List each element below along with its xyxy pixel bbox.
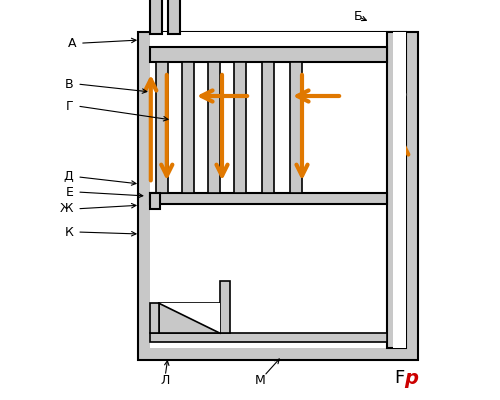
Bar	[387, 32, 406, 348]
Text: Л: Л	[160, 374, 170, 387]
Bar	[150, 32, 406, 348]
Text: Б: Б	[354, 10, 362, 22]
Bar	[208, 62, 220, 193]
Bar	[150, 193, 160, 209]
Text: А: А	[68, 37, 76, 50]
Bar	[393, 32, 406, 348]
Bar	[220, 281, 230, 333]
Text: Е: Е	[66, 186, 73, 198]
Bar	[156, 62, 168, 193]
Polygon shape	[159, 303, 220, 333]
Text: Ж: Ж	[60, 202, 73, 215]
Text: В: В	[64, 78, 73, 90]
Bar	[150, 333, 387, 342]
Bar	[182, 62, 194, 193]
Bar	[159, 303, 220, 333]
Bar	[150, 303, 159, 333]
Bar	[138, 32, 418, 360]
Text: p: p	[404, 369, 418, 388]
Bar	[150, 47, 387, 62]
Bar	[262, 62, 274, 193]
Text: Г: Г	[66, 100, 73, 112]
Bar	[234, 62, 246, 193]
Text: Д: Д	[64, 170, 73, 183]
Bar	[150, 0, 162, 34]
Bar	[150, 193, 387, 204]
Bar	[168, 0, 180, 34]
Text: F: F	[394, 369, 404, 387]
Text: К: К	[64, 226, 73, 238]
Text: М: М	[254, 374, 266, 387]
Bar	[290, 62, 302, 193]
